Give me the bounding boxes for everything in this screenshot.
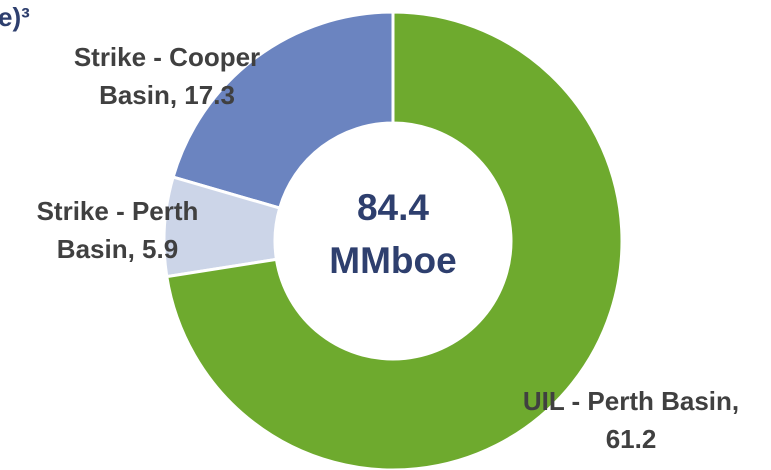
donut-segment: [162, 175, 282, 279]
data-label: Strike - Perth Basin, 5.9: [36, 196, 199, 264]
donut-segment: [165, 10, 624, 470]
center-total: 84.4: [357, 187, 429, 228]
donut-segment: [171, 10, 395, 210]
data-label: Strike - Cooper Basin, 17.3: [73, 42, 261, 110]
data-label: UIL - Perth Basin, 61.2: [522, 386, 740, 454]
center-unit: MMboe: [329, 240, 456, 281]
title: e)³: [0, 2, 30, 32]
